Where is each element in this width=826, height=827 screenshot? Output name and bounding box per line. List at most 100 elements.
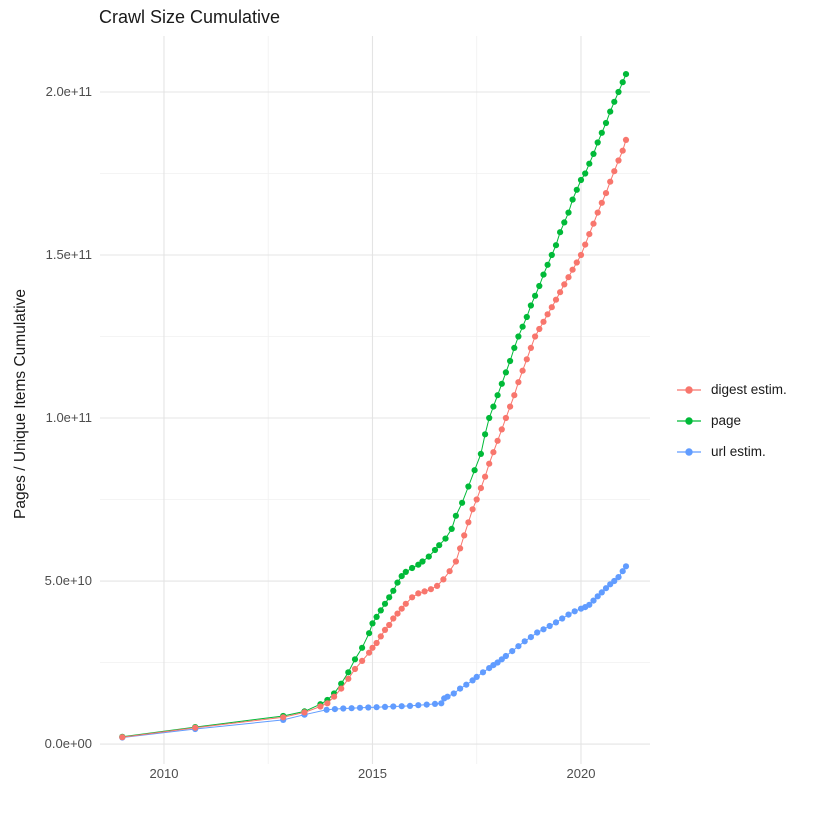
data-point-page xyxy=(381,600,389,607)
data-point-digest-estim- xyxy=(582,241,589,248)
data-point-digest-estim- xyxy=(486,460,493,467)
data-point-url-estim- xyxy=(565,611,572,618)
data-point-digest-estim- xyxy=(421,588,428,595)
data-point-page xyxy=(409,564,416,572)
chart-title: Crawl Size Cumulative xyxy=(99,7,281,27)
data-point-digest-estim- xyxy=(527,344,535,351)
data-point-page xyxy=(442,535,449,542)
data-point-digest-estim- xyxy=(377,633,384,640)
data-point-page xyxy=(448,525,455,533)
data-point-digest-estim- xyxy=(607,178,614,185)
data-point-url-estim- xyxy=(509,648,516,655)
data-point-digest-estim- xyxy=(192,724,199,731)
data-point-url-estim- xyxy=(331,706,338,713)
data-point-url-estim- xyxy=(457,685,464,692)
data-point-digest-estim- xyxy=(519,367,526,374)
data-point-digest-estim- xyxy=(586,231,593,238)
data-point-url-estim- xyxy=(615,574,622,581)
data-point-digest-estim- xyxy=(345,675,352,682)
data-point-page xyxy=(459,499,466,506)
data-point-digest-estim- xyxy=(602,190,610,197)
data-point-url-estim- xyxy=(356,704,364,711)
data-point-url-estim- xyxy=(602,585,610,592)
data-point-page xyxy=(611,98,618,105)
data-point-url-estim- xyxy=(365,704,372,711)
data-point-digest-estim- xyxy=(465,519,472,526)
data-point-page xyxy=(565,209,572,216)
data-point-page xyxy=(398,573,405,580)
data-point-page xyxy=(366,630,373,637)
data-point-digest-estim- xyxy=(569,266,576,273)
data-point-page xyxy=(477,450,484,457)
data-point-digest-estim- xyxy=(622,136,630,143)
data-point-digest-estim- xyxy=(536,325,543,333)
data-point-url-estim- xyxy=(323,706,330,713)
x-tick-label: 2010 xyxy=(149,766,179,781)
data-point-page xyxy=(351,656,359,663)
data-point-digest-estim- xyxy=(427,586,434,593)
data-point-page xyxy=(577,176,585,184)
data-point-page xyxy=(359,644,366,651)
data-point-digest-estim- xyxy=(317,703,324,710)
data-point-digest-estim- xyxy=(331,693,338,700)
data-point-page xyxy=(373,613,380,621)
data-point-url-estim- xyxy=(622,563,630,570)
legend-label: url estim. xyxy=(711,444,766,459)
data-point-digest-estim- xyxy=(301,709,308,716)
data-point-url-estim- xyxy=(381,703,389,711)
data-point-digest-estim- xyxy=(409,594,416,601)
series-line-url-estim- xyxy=(122,566,627,738)
data-point-digest-estim- xyxy=(457,545,464,552)
data-point-digest-estim- xyxy=(552,296,560,303)
data-point-digest-estim- xyxy=(373,639,380,647)
data-point-digest-estim- xyxy=(359,657,366,665)
data-point-url-estim- xyxy=(611,577,618,585)
data-point-page xyxy=(482,431,489,438)
data-point-digest-estim- xyxy=(544,311,551,318)
data-point-page xyxy=(586,160,593,167)
data-point-digest-estim- xyxy=(119,734,126,741)
data-point-digest-estim- xyxy=(511,392,518,399)
y-tick-label: 2.0e+11 xyxy=(45,84,92,99)
data-point-url-estim- xyxy=(340,705,347,712)
data-point-page xyxy=(582,170,589,177)
data-point-digest-estim- xyxy=(482,473,489,480)
data-point-url-estim- xyxy=(590,597,597,604)
data-point-digest-estim- xyxy=(338,685,345,692)
x-tick-label: 2015 xyxy=(358,766,387,781)
data-point-url-estim- xyxy=(502,652,509,660)
data-point-digest-estim- xyxy=(615,157,622,164)
data-point-page xyxy=(607,108,614,115)
data-point-page xyxy=(498,380,505,387)
data-point-page xyxy=(557,229,564,236)
data-point-url-estim- xyxy=(494,659,501,666)
data-point-page xyxy=(452,512,459,519)
data-point-digest-estim- xyxy=(398,605,405,612)
data-point-url-estim- xyxy=(473,673,480,681)
data-point-digest-estim- xyxy=(577,251,585,259)
data-point-page xyxy=(425,553,432,560)
data-point-url-estim- xyxy=(594,593,601,600)
data-point-digest-estim- xyxy=(440,576,447,583)
data-point-digest-estim- xyxy=(461,532,468,539)
legend: digest estim. page url estim. xyxy=(676,374,787,467)
data-point-digest-estim- xyxy=(381,626,389,634)
data-point-digest-estim- xyxy=(324,700,331,707)
data-point-digest-estim- xyxy=(548,304,555,311)
data-point-url-estim- xyxy=(540,626,547,633)
data-point-digest-estim- xyxy=(494,437,501,444)
legend-key-url-icon xyxy=(677,447,701,456)
data-point-url-estim- xyxy=(619,568,626,575)
data-point-url-estim- xyxy=(571,608,578,615)
data-point-digest-estim- xyxy=(598,199,605,206)
data-point-page xyxy=(532,292,539,299)
data-point-digest-estim- xyxy=(611,168,618,175)
data-point-url-estim- xyxy=(552,619,560,626)
data-point-digest-estim- xyxy=(415,590,422,597)
data-point-url-estim- xyxy=(431,700,439,708)
data-point-digest-estim- xyxy=(351,665,359,673)
data-point-url-estim- xyxy=(450,690,457,697)
data-point-url-estim- xyxy=(559,615,566,622)
data-point-page xyxy=(377,607,384,614)
